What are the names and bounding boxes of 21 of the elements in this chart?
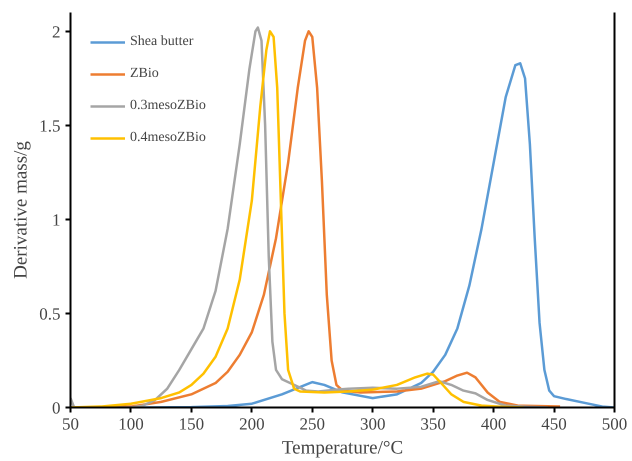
x-tick-label: 150 xyxy=(178,414,204,434)
legend-label: ZBio xyxy=(130,66,159,82)
x-tick-label: 200 xyxy=(239,414,265,434)
y-tick-label: 0 xyxy=(52,398,60,418)
y-tick-label: 2 xyxy=(52,22,60,42)
x-tick-label: 250 xyxy=(300,414,326,434)
x-tick-label: 50 xyxy=(62,414,79,434)
legend-label: Shea butter xyxy=(130,34,194,50)
x-tick-label: 350 xyxy=(420,414,446,434)
x-tick-label: 400 xyxy=(480,414,506,434)
x-axis-title: Temperature/°C xyxy=(282,438,404,458)
y-tick-label: 0.5 xyxy=(39,304,60,324)
x-tick-label: 500 xyxy=(602,414,628,434)
x-tick-label: 300 xyxy=(360,414,386,434)
y-tick-label: 1.5 xyxy=(39,116,60,136)
legend-label: 0.4mesoZBio xyxy=(130,130,206,146)
legend-label: 0.3mesoZBio xyxy=(130,98,206,114)
y-tick-label: 1 xyxy=(52,210,60,230)
x-tick-label: 100 xyxy=(118,414,144,434)
y-axis-title: Derivative mass/g xyxy=(10,140,32,279)
x-tick-label: 450 xyxy=(541,414,567,434)
